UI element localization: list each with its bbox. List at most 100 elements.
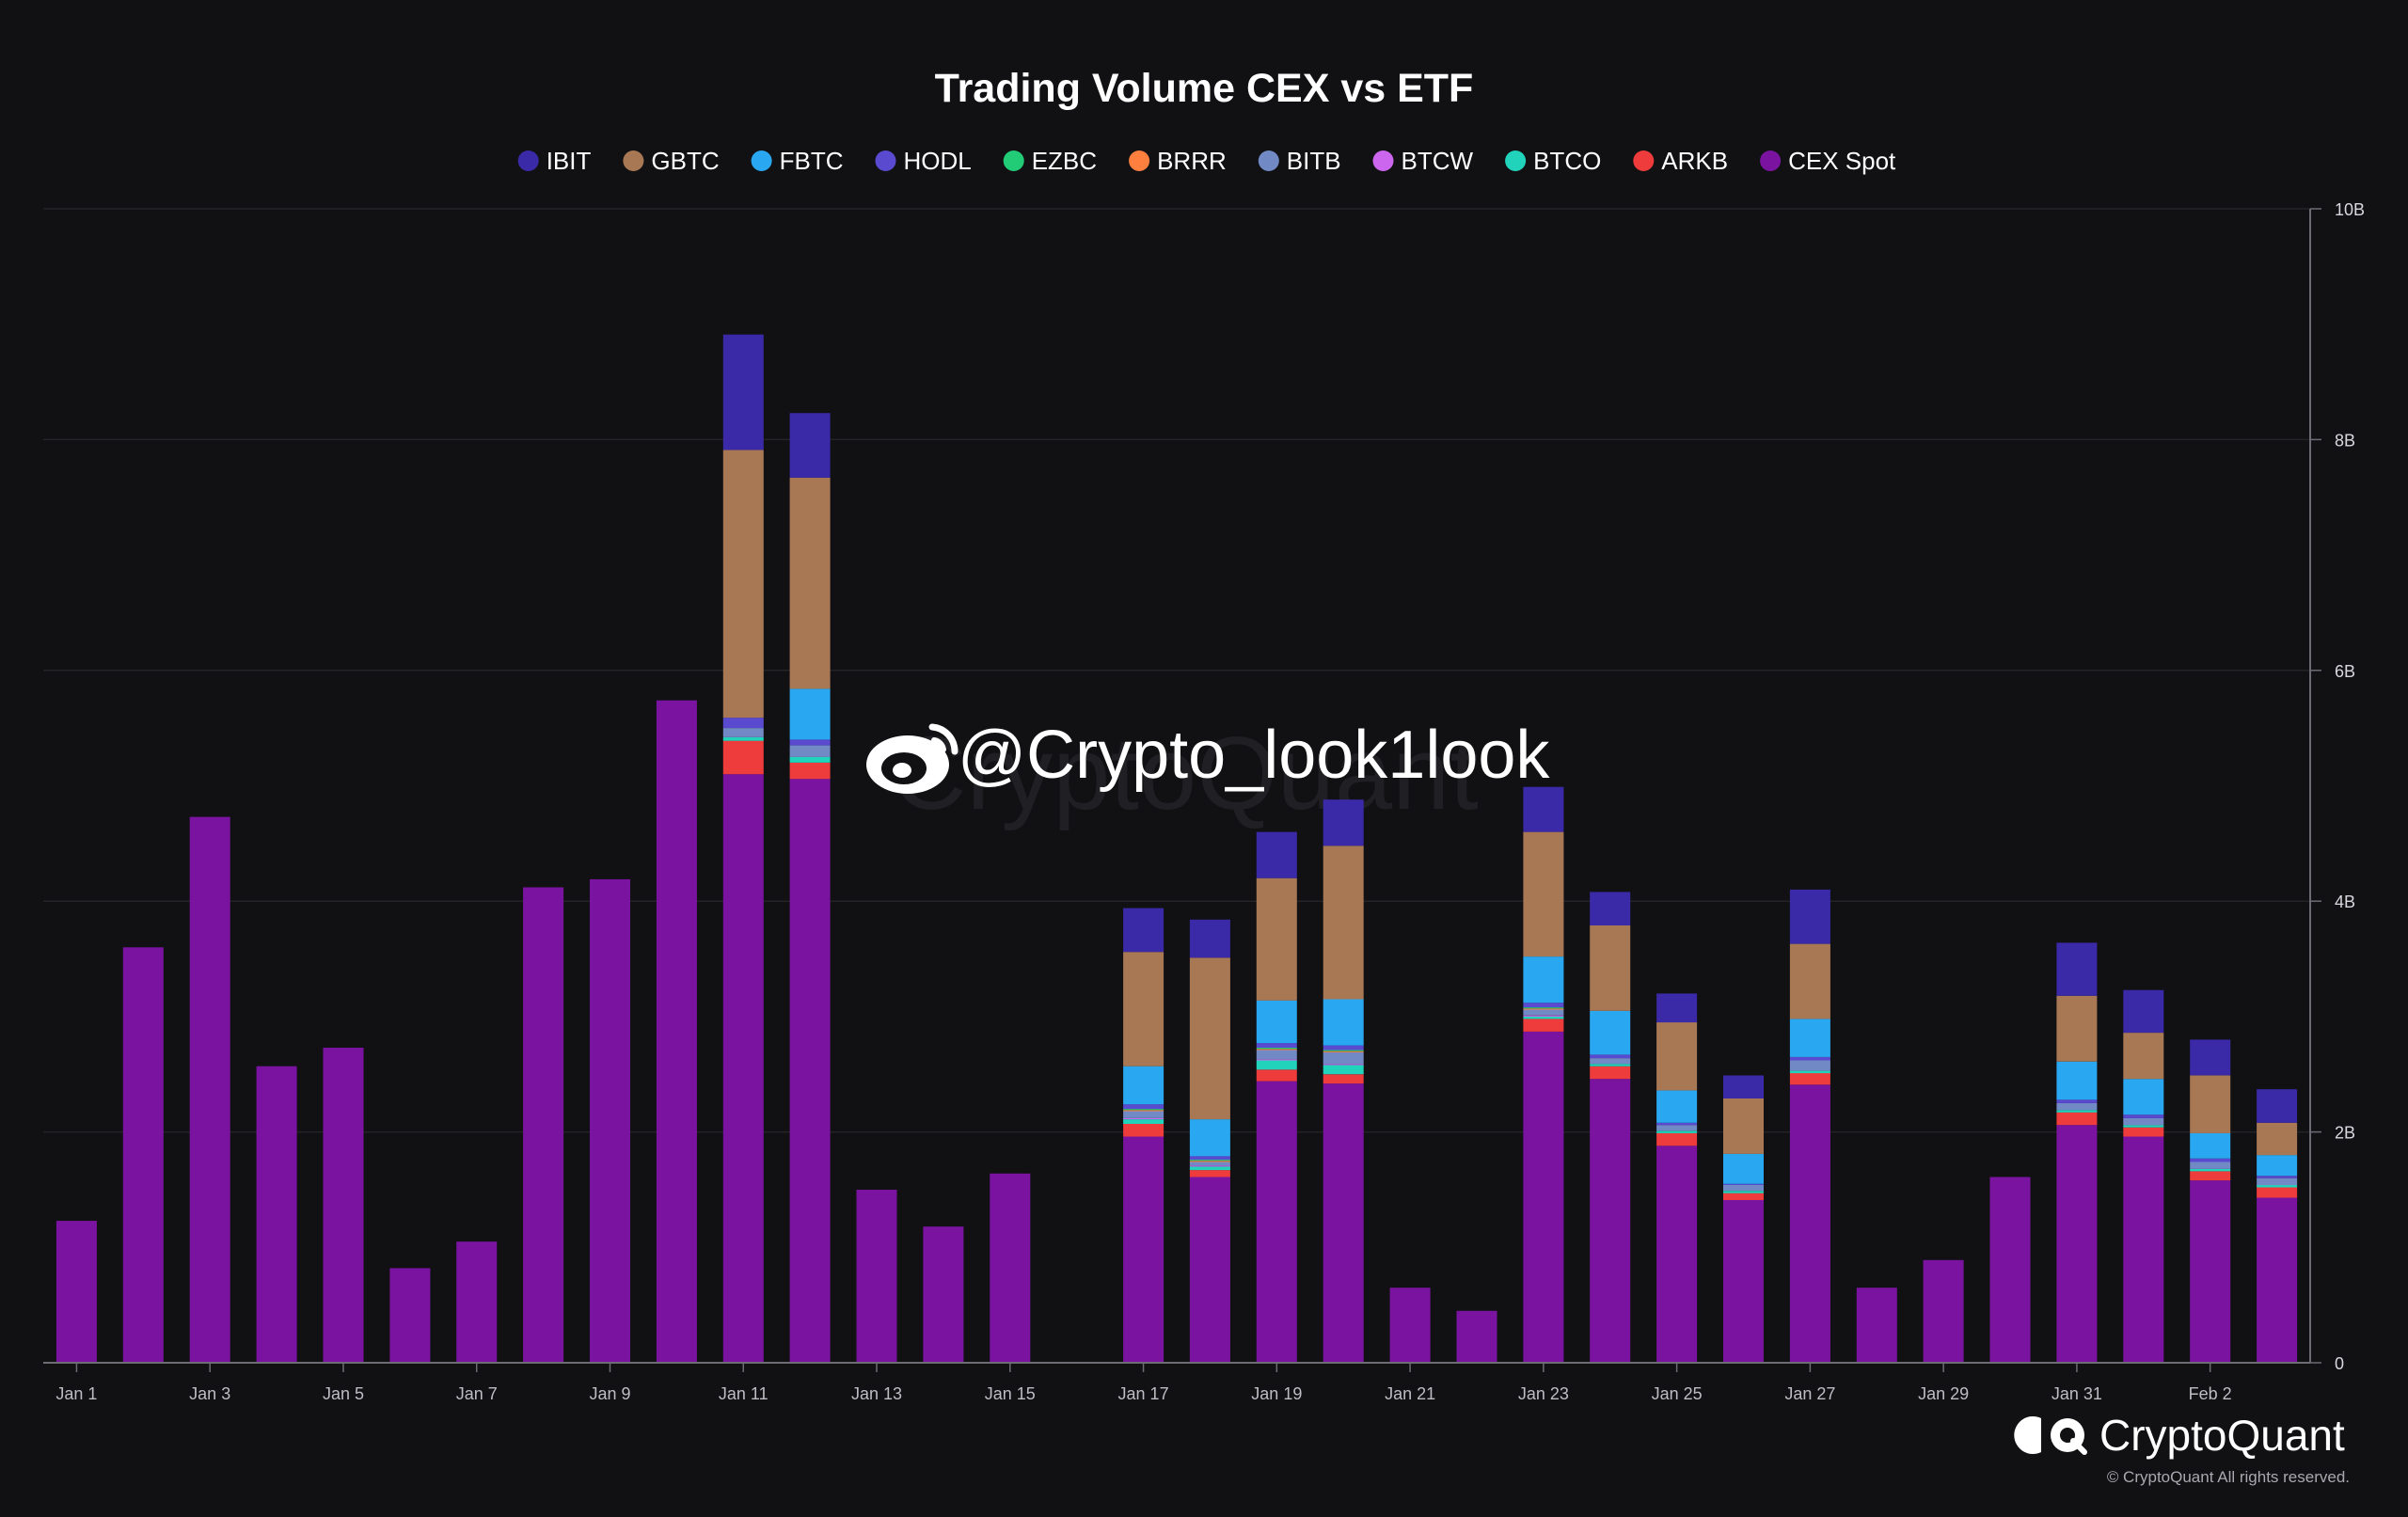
bar-segment-cex-spot[interactable] — [1656, 1146, 1698, 1363]
bar-segment-cex-spot[interactable] — [1789, 1084, 1830, 1363]
bar-segment-cex-spot[interactable] — [1256, 1081, 1297, 1363]
legend-item-bitb[interactable]: BITB — [1258, 147, 1341, 175]
bar-segment-btco[interactable] — [1256, 1060, 1297, 1070]
bar-segment-bitb[interactable] — [2123, 1117, 2164, 1126]
legend-item-hodl[interactable]: HODL — [875, 147, 972, 175]
bar-segment-cex-spot[interactable] — [323, 1048, 364, 1363]
bar-segment-hodl[interactable] — [722, 718, 764, 729]
bar-segment-ibit[interactable] — [1723, 1075, 1764, 1099]
bar-segment-brrr[interactable] — [1523, 1008, 1564, 1010]
bar-segment-hodl[interactable] — [1123, 1104, 1164, 1110]
bar-segment-btcw[interactable] — [1323, 1064, 1364, 1066]
bar-segment-fbtc[interactable] — [789, 688, 831, 740]
bar-segment-cex-spot[interactable] — [856, 1190, 897, 1363]
bar-segment-btco[interactable] — [1189, 1166, 1230, 1171]
bar-segment-fbtc[interactable] — [1523, 956, 1564, 1003]
bar-segment-ibit[interactable] — [2190, 1039, 2231, 1076]
bar-segment-ibit[interactable] — [2056, 942, 2098, 996]
bar-segment-fbtc[interactable] — [2123, 1079, 2164, 1115]
legend-item-ibit[interactable]: IBIT — [517, 147, 592, 175]
bar-segment-cex-spot[interactable] — [1723, 1200, 1764, 1363]
bar-segment-arkb[interactable] — [1323, 1074, 1364, 1084]
bar-segment-ibit[interactable] — [1656, 993, 1698, 1023]
bar-segment-fbtc[interactable] — [1123, 1066, 1164, 1105]
bar-segment-cex-spot[interactable] — [256, 1066, 297, 1363]
bar-segment-btcw[interactable] — [1523, 1015, 1564, 1017]
legend-item-ezbc[interactable]: EZBC — [1003, 147, 1097, 175]
bar-segment-cex-spot[interactable] — [523, 887, 564, 1364]
bar-segment-ibit[interactable] — [1256, 831, 1297, 878]
bar-segment-btco[interactable] — [1323, 1065, 1364, 1075]
legend-item-btcw[interactable]: BTCW — [1372, 147, 1474, 175]
bar-segment-ibit[interactable] — [2123, 989, 2164, 1034]
bar-segment-cex-spot[interactable] — [1323, 1083, 1364, 1363]
bar-segment-bitb[interactable] — [1189, 1161, 1230, 1166]
bar-segment-bitb[interactable] — [1723, 1185, 1764, 1192]
bar-segment-cex-spot[interactable] — [1189, 1177, 1230, 1364]
bar-segment-gbtc[interactable] — [1723, 1098, 1764, 1154]
bar-segment-hodl[interactable] — [1789, 1056, 1830, 1061]
bar-segment-cex-spot[interactable] — [990, 1173, 1031, 1363]
bar-segment-arkb[interactable] — [1723, 1193, 1764, 1200]
bar-segment-cex-spot[interactable] — [1523, 1031, 1564, 1363]
bar-segment-ibit[interactable] — [1789, 889, 1830, 944]
bar-segment-bitb[interactable] — [1789, 1060, 1830, 1071]
bar-segment-ibit[interactable] — [1590, 892, 1631, 925]
bar-segment-gbtc[interactable] — [789, 477, 831, 689]
legend-item-fbtc[interactable]: FBTC — [751, 147, 844, 175]
bar-segment-ibit[interactable] — [789, 413, 831, 478]
bar-segment-bitb[interactable] — [1256, 1050, 1297, 1060]
bar-segment-hodl[interactable] — [1523, 1003, 1564, 1008]
bar-segment-fbtc[interactable] — [1656, 1090, 1698, 1123]
bar-segment-brrr[interactable] — [1256, 1049, 1297, 1051]
bar-segment-bitb[interactable] — [1123, 1111, 1164, 1118]
bar-segment-cex-spot[interactable] — [1123, 1136, 1164, 1364]
bar-segment-gbtc[interactable] — [1189, 957, 1230, 1120]
bar-segment-cex-spot[interactable] — [55, 1221, 97, 1363]
bar-segment-btco[interactable] — [2056, 1110, 2098, 1113]
bar-segment-cex-spot[interactable] — [789, 779, 831, 1363]
bar-segment-ibit[interactable] — [1323, 799, 1364, 846]
bar-segment-bitb[interactable] — [1656, 1125, 1698, 1131]
bar-segment-btcw[interactable] — [1123, 1117, 1164, 1120]
bar-segment-cex-spot[interactable] — [1856, 1288, 1897, 1363]
bar-segment-arkb[interactable] — [789, 763, 831, 780]
bar-segment-ibit[interactable] — [1189, 919, 1230, 958]
bar-segment-fbtc[interactable] — [1590, 1010, 1631, 1055]
bar-segment-gbtc[interactable] — [1523, 831, 1564, 957]
bar-segment-bitb[interactable] — [1323, 1051, 1364, 1065]
bar-segment-cex-spot[interactable] — [1989, 1177, 2031, 1364]
bar-segment-fbtc[interactable] — [1323, 999, 1364, 1046]
bar-segment-bitb[interactable] — [2190, 1161, 2231, 1169]
legend-item-gbtc[interactable]: GBTC — [623, 147, 720, 175]
bar-segment-brrr[interactable] — [1323, 1051, 1364, 1052]
bar-segment-arkb[interactable] — [2257, 1187, 2298, 1198]
bar-segment-arkb[interactable] — [2056, 1112, 2098, 1126]
bar-segment-hodl[interactable] — [2257, 1176, 2298, 1178]
bar-segment-btcw[interactable] — [1256, 1059, 1297, 1061]
bar-segment-brrr[interactable] — [1123, 1110, 1164, 1112]
bar-segment-gbtc[interactable] — [1789, 943, 1830, 1019]
legend-item-brrr[interactable]: BRRR — [1129, 147, 1227, 175]
bar-segment-gbtc[interactable] — [2257, 1122, 2298, 1156]
bar-segment-hodl[interactable] — [2123, 1114, 2164, 1118]
bar-segment-bitb[interactable] — [1523, 1009, 1564, 1016]
bar-segment-btco[interactable] — [1723, 1191, 1764, 1193]
bar-segment-arkb[interactable] — [2123, 1127, 2164, 1137]
bar-segment-hodl[interactable] — [2056, 1099, 2098, 1103]
legend-item-cex-spot[interactable]: CEX Spot — [1760, 147, 1896, 175]
bar-segment-btco[interactable] — [1523, 1016, 1564, 1019]
bar-segment-hodl[interactable] — [1323, 1045, 1364, 1051]
bar-segment-ibit[interactable] — [722, 334, 764, 450]
bar-segment-arkb[interactable] — [722, 740, 764, 775]
bar-segment-btco[interactable] — [1590, 1064, 1631, 1067]
bar-segment-cex-spot[interactable] — [923, 1226, 964, 1363]
bar-segment-btco[interactable] — [722, 737, 764, 741]
bar-segment-cex-spot[interactable] — [722, 774, 764, 1363]
bar-segment-hodl[interactable] — [1256, 1043, 1297, 1048]
bar-segment-btco[interactable] — [2123, 1125, 2164, 1128]
bar-segment-arkb[interactable] — [1189, 1170, 1230, 1177]
bar-segment-bitb[interactable] — [1590, 1058, 1631, 1065]
bar-segment-gbtc[interactable] — [2123, 1033, 2164, 1080]
bar-segment-btco[interactable] — [1789, 1070, 1830, 1074]
